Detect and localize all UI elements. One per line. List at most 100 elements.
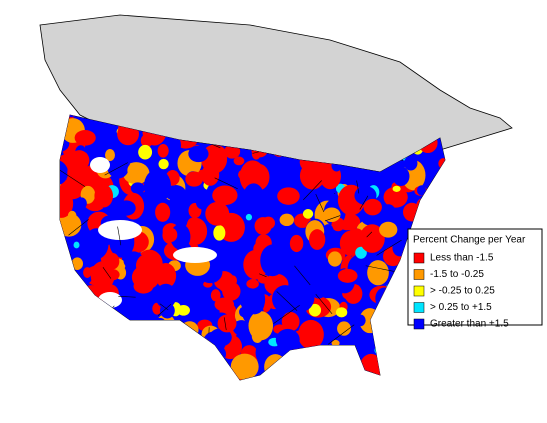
blob <box>331 339 340 347</box>
blob <box>212 185 238 206</box>
blob <box>382 341 398 356</box>
blob <box>392 239 408 257</box>
blob <box>217 314 237 333</box>
blob <box>127 163 139 178</box>
blob <box>201 164 220 186</box>
blob <box>178 218 189 226</box>
blob <box>89 343 109 366</box>
blob <box>205 201 230 226</box>
border-line <box>84 307 97 320</box>
border-line <box>315 293 333 315</box>
blob <box>370 326 396 351</box>
blob <box>394 365 421 380</box>
blob <box>77 330 91 344</box>
border-line <box>214 177 238 190</box>
blob <box>60 331 77 361</box>
blob <box>192 368 219 380</box>
blob <box>233 156 245 166</box>
blob <box>210 145 227 164</box>
blob <box>155 283 177 309</box>
border-line <box>167 338 192 341</box>
legend-swatch <box>413 302 425 313</box>
blob <box>63 154 78 165</box>
blob <box>317 369 340 380</box>
blob <box>169 190 192 212</box>
blob <box>289 274 305 289</box>
border-line <box>259 273 267 278</box>
blob <box>75 309 103 337</box>
legend-swatch <box>413 285 425 297</box>
blob <box>114 337 141 360</box>
blob <box>103 355 114 367</box>
blob <box>281 312 300 332</box>
blob <box>60 309 69 317</box>
border-line <box>376 239 402 256</box>
blob <box>415 329 443 356</box>
blob <box>180 321 199 339</box>
blob <box>191 353 205 364</box>
blob <box>131 264 160 290</box>
blob <box>300 361 311 370</box>
legend-label: > -0.25 to 0.25 <box>430 286 495 297</box>
blob <box>385 283 397 294</box>
blob <box>337 321 351 336</box>
blob <box>157 143 169 158</box>
legend-box <box>407 228 543 326</box>
blob <box>388 316 407 333</box>
blob <box>407 347 423 360</box>
blob <box>153 363 179 380</box>
blob <box>60 178 85 200</box>
blob <box>174 333 191 352</box>
blob <box>158 158 169 170</box>
blob <box>185 171 203 187</box>
blob <box>307 345 321 361</box>
blob <box>432 364 444 376</box>
blob <box>346 228 365 246</box>
blob <box>434 337 445 351</box>
legend: Percent Change per Year Less than -1.5 -1… <box>407 228 543 330</box>
blob <box>101 318 125 340</box>
blob <box>279 359 297 378</box>
blob <box>264 354 287 380</box>
blob <box>403 155 418 171</box>
blob <box>295 356 308 369</box>
border-line <box>117 226 122 246</box>
blob <box>130 353 143 370</box>
blob <box>100 363 118 380</box>
blob <box>67 210 77 222</box>
border-line <box>294 265 311 286</box>
border-line <box>273 305 300 324</box>
blob <box>202 331 226 354</box>
blob <box>264 376 276 380</box>
blob <box>246 279 259 289</box>
blob <box>322 207 341 222</box>
blob <box>359 260 369 272</box>
blob <box>89 343 103 357</box>
blob <box>426 373 434 380</box>
blob <box>156 351 178 370</box>
blob <box>60 255 70 285</box>
blob <box>75 197 87 210</box>
blob <box>139 320 158 343</box>
blob <box>164 227 178 242</box>
blob <box>72 363 86 375</box>
blob <box>404 362 424 379</box>
blob <box>142 327 169 349</box>
blob <box>322 224 334 239</box>
blob <box>90 261 115 290</box>
blob <box>177 287 194 301</box>
blob <box>137 312 156 330</box>
blob <box>195 196 209 210</box>
border-line <box>60 167 86 187</box>
legend-swatch <box>413 269 425 280</box>
blob <box>379 221 398 238</box>
blob <box>74 129 96 146</box>
blob <box>172 363 200 380</box>
blob <box>186 217 200 232</box>
blob <box>140 134 153 148</box>
blob <box>438 359 445 369</box>
blob <box>222 281 241 301</box>
blob <box>260 244 286 277</box>
blob <box>156 342 180 364</box>
